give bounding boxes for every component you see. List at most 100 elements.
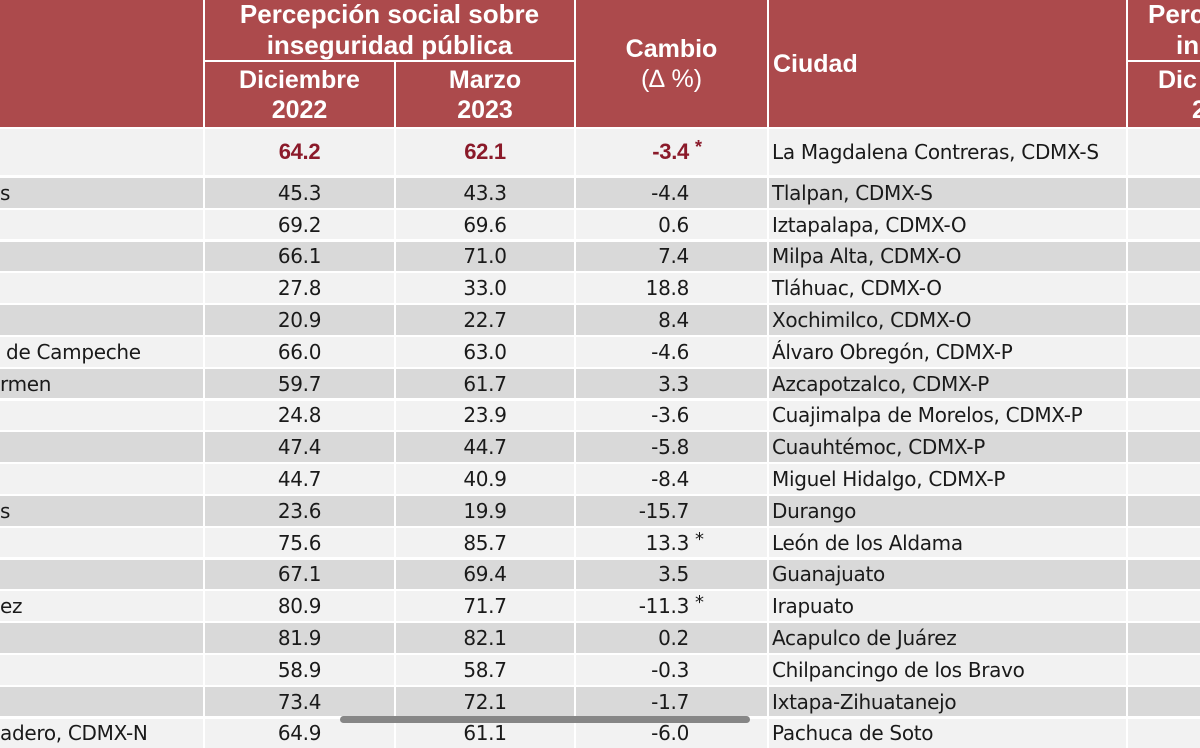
header-change-line2: (∆ %): [640, 64, 703, 93]
cell-left-clipped: s: [0, 496, 203, 526]
value-city: Xochimilco, CDMX-O: [772, 307, 972, 332]
cell-change: -11.3 *: [576, 591, 767, 621]
cell-change: 18.8: [576, 273, 767, 303]
value-change: -15.7: [638, 498, 690, 523]
cell-left-clipped: [0, 623, 203, 653]
value-dec: 59.7: [277, 371, 322, 396]
header-right-sub-line2: 2: [1192, 95, 1200, 124]
table-row[interactable]: 69.2 69.6 0.6 Iztapalapa, CDMX-O: [0, 209, 1200, 240]
header-dec-line2: 2022: [271, 95, 328, 124]
value-dec: 81.9: [277, 625, 322, 650]
value-change: -8.4: [651, 466, 689, 491]
cell-change: 3.3: [576, 368, 767, 399]
cell-mar-2023: 82.1: [396, 623, 574, 653]
cell-change: -4.4: [576, 178, 767, 208]
cell-left-clipped: de Campeche: [0, 337, 203, 367]
table-row[interactable]: s 45.3 43.3 -4.4 Tlalpan, CDMX-S: [0, 178, 1200, 208]
cell-city: Miguel Hidalgo, CDMX-P: [769, 464, 1126, 494]
cell-city: Azcapotzalco, CDMX-P: [769, 368, 1126, 399]
cell-change: 3.5: [576, 559, 767, 590]
value-mar: 71.0: [463, 244, 507, 269]
value-mar: 44.7: [463, 435, 507, 460]
value-city: Cuajimalpa de Morelos, CDMX-P: [772, 403, 1083, 428]
table-row[interactable]: 27.8 33.0 18.8 Tláhuac, CDMX-O: [0, 273, 1200, 303]
value-mar: 82.1: [463, 625, 507, 650]
cell-right-clipped: [1128, 129, 1200, 175]
cell-right-clipped: [1128, 718, 1200, 748]
value-dec: 58.9: [277, 657, 322, 682]
table-row[interactable]: 66.1 71.0 7.4 Milpa Alta, CDMX-O: [0, 241, 1200, 272]
table-row[interactable]: 20.9 22.7 8.4 Xochimilco, CDMX-O: [0, 305, 1200, 335]
value-dec: 45.3: [277, 180, 322, 205]
cell-city: La Magdalena Contreras, CDMX-S: [769, 129, 1126, 175]
table-row[interactable]: 44.7 40.9 -8.4 Miguel Hidalgo, CDMX-P: [0, 464, 1200, 494]
cell-city: Cuauhtémoc, CDMX-P: [769, 432, 1126, 462]
cell-dec-2022: 58.9: [205, 655, 394, 685]
table-row[interactable]: adero, CDMX-N 64.9 61.1 -6.0 Pachuca de Soto: [0, 718, 1200, 748]
value-city: Tlalpan, CDMX-S: [772, 180, 933, 205]
cell-right-clipped: [1128, 241, 1200, 272]
header-right-line2: in: [1176, 30, 1200, 60]
value-left: de Campeche: [0, 339, 141, 364]
table-row[interactable]: ez 80.9 71.7 -11.3 * Irapuato: [0, 591, 1200, 621]
cell-left-clipped: [0, 273, 203, 303]
table-row[interactable]: 81.9 82.1 0.2 Acapulco de Juárez: [0, 623, 1200, 653]
significance-star: *: [695, 528, 704, 550]
value-dec: 66.0: [277, 339, 322, 364]
cell-left-clipped: rmen: [0, 368, 203, 399]
cell-mar-2023: 33.0: [396, 273, 574, 303]
value-mar: 33.0: [463, 276, 507, 301]
cell-mar-2023: 23.9: [396, 400, 574, 431]
table-row[interactable]: 67.1 69.4 3.5 Guanajuato: [0, 559, 1200, 590]
value-city: La Magdalena Contreras, CDMX-S: [772, 140, 1099, 164]
cell-dec-2022: 67.1: [205, 559, 394, 590]
cell-city: Guanajuato: [769, 559, 1126, 590]
value-city: Álvaro Obregón, CDMX-P: [772, 339, 1013, 364]
value-dec: 73.4: [277, 689, 322, 714]
cell-city: Tlalpan, CDMX-S: [769, 178, 1126, 208]
value-mar: 69.4: [463, 562, 507, 587]
value-change: -5.8: [651, 435, 689, 460]
cell-dec-2022: 66.1: [205, 241, 394, 272]
value-city: León de los Aldama: [772, 530, 963, 555]
cell-change: 0.6: [576, 209, 767, 240]
table-row[interactable]: rmen 59.7 61.7 3.3 Azcapotzalco, CDMX-P: [0, 368, 1200, 399]
table-row[interactable]: 75.6 85.7 13.3 * León de los Aldama: [0, 527, 1200, 558]
value-city: Iztapalapa, CDMX-O: [772, 212, 967, 237]
table-row[interactable]: de Campeche 66.0 63.0 -4.6 Álvaro Obregón, C…: [0, 337, 1200, 367]
value-left: s: [0, 498, 11, 523]
cell-right-clipped: [1128, 305, 1200, 335]
header-right-sub-line1: Dic: [1158, 65, 1197, 94]
table-row-highlighted[interactable]: 64.2 62.1 -3.4 * La Magdalena Contreras, …: [0, 129, 1200, 175]
table-row[interactable]: 24.8 23.9 -3.6 Cuajimalpa de Morelos, CDMX-…: [0, 400, 1200, 431]
header-col-change: Cambio (∆ %): [576, 0, 767, 127]
cell-dec-2022: 20.9: [205, 305, 394, 335]
horizontal-scrollbar[interactable]: [340, 716, 750, 723]
cell-city: Ixtapa-Zihuatanejo: [769, 686, 1126, 717]
table-row[interactable]: 47.4 44.7 -5.8 Cuauhtémoc, CDMX-P: [0, 432, 1200, 462]
value-city: Azcapotzalco, CDMX-P: [772, 371, 990, 396]
value-change: -4.4: [651, 180, 689, 205]
cell-mar-2023: 62.1: [396, 129, 574, 175]
cell-right-clipped: [1128, 178, 1200, 208]
value-city: Chilpancingo de los Bravo: [772, 657, 1025, 682]
value-change: 3.5: [658, 562, 689, 587]
cell-change: -6.0: [576, 718, 767, 748]
cell-change: -15.7: [576, 496, 767, 526]
value-dec: 66.1: [277, 244, 322, 269]
cell-left-clipped: [0, 209, 203, 240]
header-right-sub-partial: Dic 2: [1128, 62, 1200, 127]
value-mar: 62.1: [464, 139, 506, 164]
value-mar: 61.7: [463, 371, 507, 396]
significance-star: *: [695, 137, 702, 157]
cell-dec-2022: 27.8: [205, 273, 394, 303]
cell-change: 0.2: [576, 623, 767, 653]
value-dec: 47.4: [277, 435, 322, 460]
header-mar-line2: 2023: [457, 95, 513, 124]
cell-left-clipped: [0, 400, 203, 431]
table-row[interactable]: 58.9 58.7 -0.3 Chilpancingo de los Bravo: [0, 655, 1200, 685]
table-row[interactable]: 73.4 72.1 -1.7 Ixtapa-Zihuatanejo: [0, 686, 1200, 717]
table-row[interactable]: s 23.6 19.9 -15.7 Durango: [0, 496, 1200, 526]
value-dec: 23.6: [277, 498, 322, 523]
